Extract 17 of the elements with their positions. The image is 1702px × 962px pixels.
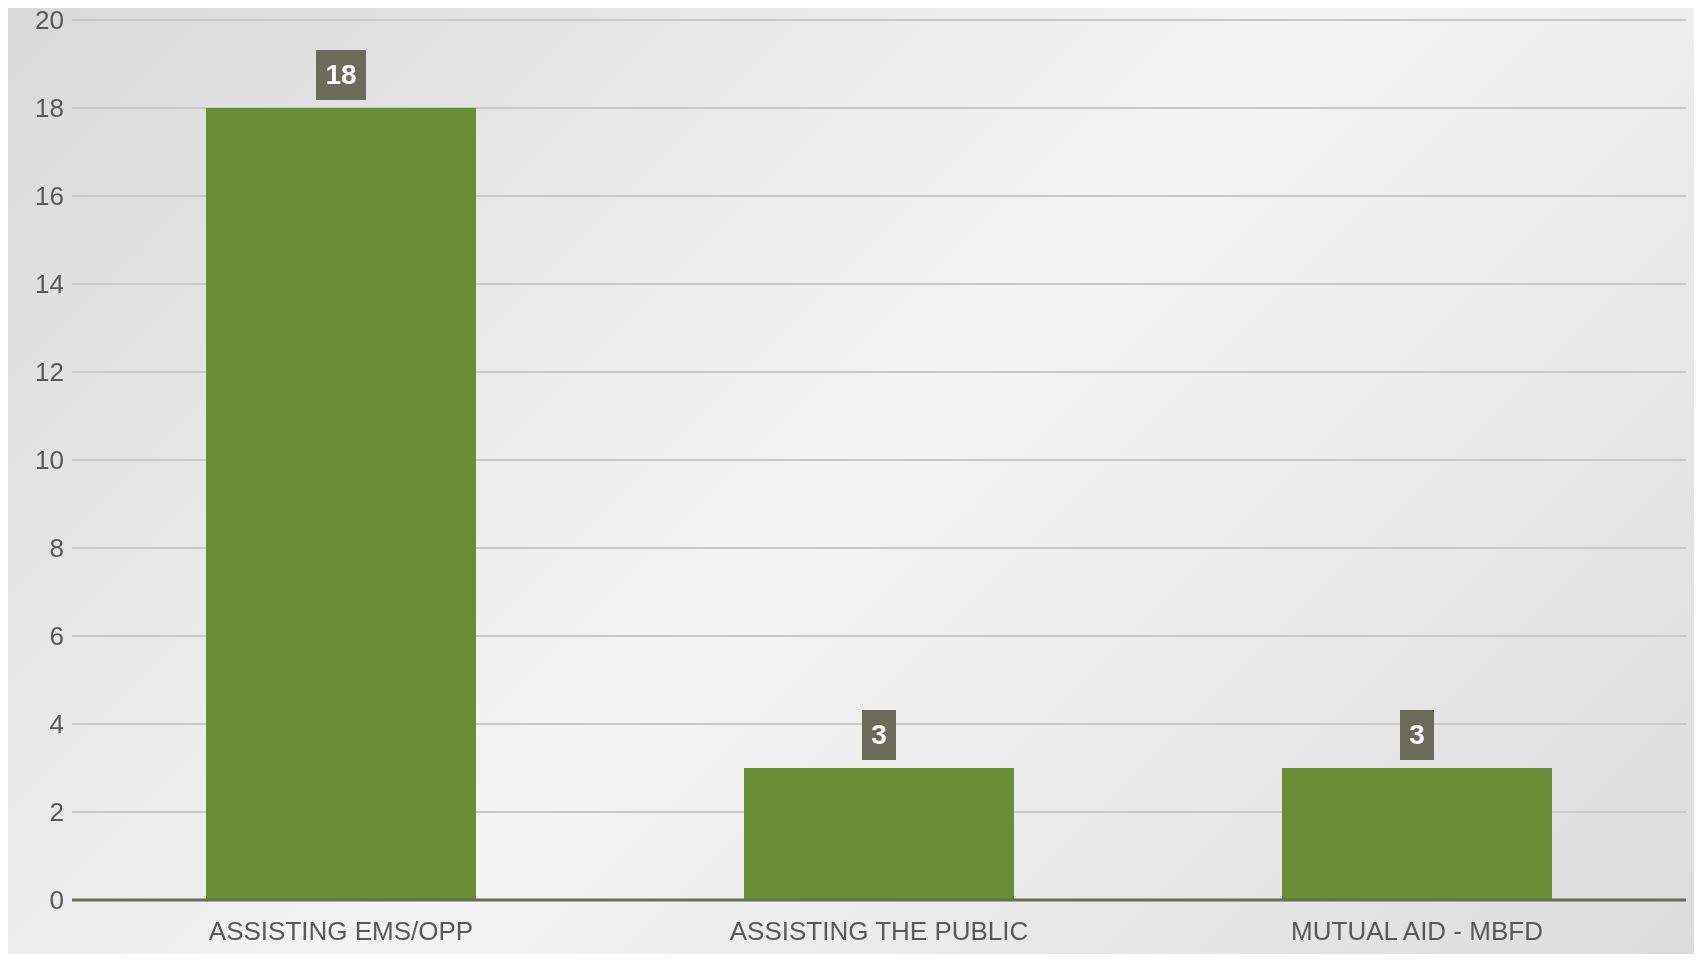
y-tick-label: 10 xyxy=(35,445,64,476)
y-tick-label: 18 xyxy=(35,93,64,124)
y-tick-label: 16 xyxy=(35,181,64,212)
y-tick-label: 20 xyxy=(35,5,64,36)
y-tick-label: 0 xyxy=(49,885,64,916)
y-tick-label: 2 xyxy=(49,797,64,828)
data-label: 18 xyxy=(325,59,357,90)
x-tick-label: ASSISTING THE PUBLIC xyxy=(729,916,1029,947)
data-label: 3 xyxy=(1409,719,1425,750)
x-tick-label: MUTUAL AID - MBFD xyxy=(1291,916,1543,947)
y-tick-label: 14 xyxy=(35,269,64,300)
data-label: 3 xyxy=(871,719,887,750)
y-tick-label: 8 xyxy=(49,533,64,564)
y-tick-label: 6 xyxy=(49,621,64,652)
y-tick-label: 12 xyxy=(35,357,64,388)
y-tick-label: 4 xyxy=(49,709,64,740)
x-tick-label: ASSISTING EMS/OPP xyxy=(208,916,474,947)
